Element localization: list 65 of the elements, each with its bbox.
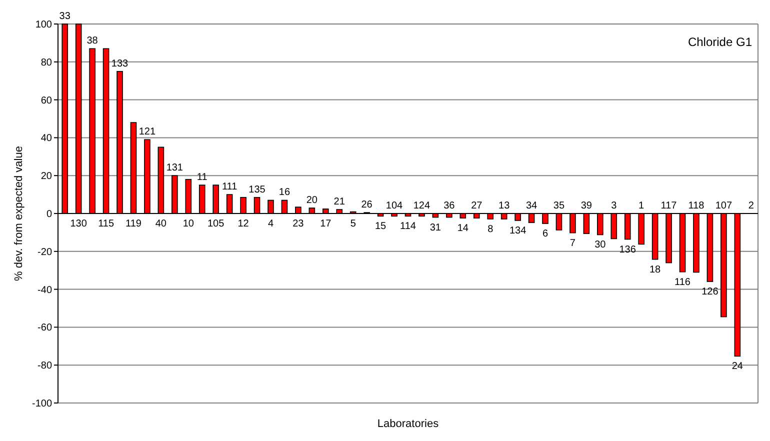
y-tick-label: -20 — [38, 246, 52, 258]
x-tick-label: 15 — [374, 221, 387, 232]
x-tick-label: 11 — [196, 172, 208, 184]
x-tick-label: 130 — [70, 218, 88, 230]
y-tick-label: -60 — [38, 322, 52, 334]
x-tick-label: 134 — [509, 226, 527, 237]
y-tick-label: 20 — [40, 171, 52, 182]
x-tick-label: 34 — [526, 200, 538, 212]
y-tick-label: 80 — [40, 57, 52, 68]
y-tick-label: -40 — [38, 284, 52, 296]
x-tick-label: 10 — [182, 218, 194, 230]
text: Chloride G1 — [688, 35, 752, 49]
x-tick-label: 26 — [361, 200, 373, 211]
x-tick-label: 114 — [400, 221, 416, 232]
y-tick-label: 40 — [40, 133, 52, 144]
x-tick-label: 18 — [649, 264, 662, 276]
x-tick-label: 1 — [638, 200, 645, 212]
x-tick-label: 23 — [292, 218, 304, 230]
x-tick-label: 16 — [278, 187, 290, 198]
x-tick-label: 111 — [222, 182, 238, 193]
y-axis-title: % dev. from expected value — [13, 146, 25, 281]
x-tick-label: 6 — [542, 228, 548, 240]
x-tick-label: 136 — [619, 244, 636, 256]
x-tick-label: 40 — [155, 218, 167, 230]
x-tick-label: 131 — [166, 162, 184, 174]
x-tick-label: 121 — [138, 126, 156, 138]
x-tick-label: 33 — [59, 11, 71, 22]
y-tick-label: -80 — [38, 360, 52, 372]
x-tick-label: 30 — [594, 240, 606, 251]
x-tick-label: 119 — [126, 218, 142, 230]
x-tick-label: 117 — [660, 200, 678, 212]
x-tick-label: 36 — [444, 200, 456, 212]
x-tick-label: 7 — [570, 238, 576, 249]
x-tick-label: 126 — [702, 286, 719, 298]
x-tick-label: 4 — [268, 218, 274, 230]
x-tick-label: 13 — [498, 200, 510, 212]
x-tick-label: 17 — [320, 218, 332, 230]
x-axis-title: Laboratories — [377, 418, 440, 430]
x-tick-label: 118 — [688, 200, 705, 212]
x-tick-label: 104 — [386, 200, 404, 212]
x-tick-label: 133 — [111, 58, 129, 70]
x-tick-label: 31 — [430, 222, 442, 234]
x-tick-label: 115 — [98, 218, 114, 230]
x-tick-label: 5 — [350, 218, 356, 230]
x-tick-label: 3 — [611, 200, 618, 212]
y-tick-label: 60 — [40, 95, 52, 106]
x-tick-label: 35 — [553, 200, 565, 212]
x-tick-label: 124 — [413, 200, 431, 212]
x-tick-label: 20 — [306, 195, 318, 206]
x-tick-label: 14 — [457, 223, 469, 234]
y-tick-label: -100 — [32, 398, 52, 410]
x-tick-label: 8 — [488, 224, 494, 235]
x-tick-label: 105 — [208, 218, 225, 230]
y-tick-label: 0 — [46, 209, 52, 220]
x-tick-label: 27 — [471, 200, 483, 212]
x-tick-label: 107 — [715, 200, 732, 212]
x-tick-label: 21 — [334, 196, 346, 208]
x-tick-label: 24 — [732, 361, 744, 372]
x-tick-label: 2 — [748, 200, 754, 212]
x-tick-label: 135 — [248, 184, 266, 196]
x-tick-label: 12 — [238, 218, 250, 230]
y-tick-label: 100 — [35, 20, 52, 30]
x-tick-label: 116 — [674, 276, 691, 288]
x-tick-label: 39 — [580, 200, 592, 212]
x-tick-label: 38 — [86, 36, 98, 47]
